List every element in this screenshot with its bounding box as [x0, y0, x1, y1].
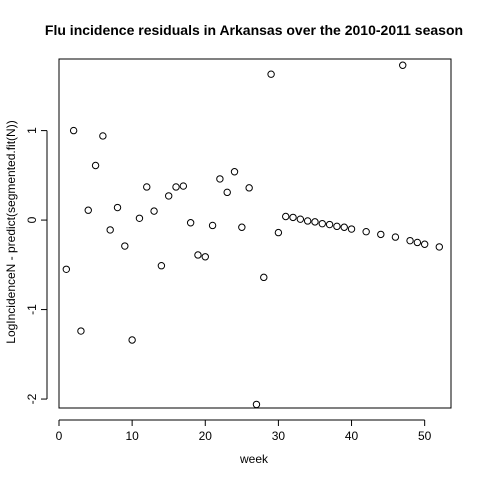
data-point: [121, 242, 129, 250]
data-point: [340, 223, 348, 231]
x-axis-label: week: [239, 452, 269, 466]
data-point: [296, 215, 305, 223]
x-tick-label: 10: [125, 429, 139, 443]
data-point: [333, 222, 341, 231]
y-axis-label: LogIncidenceN - predict(segmented.fit(N)…: [4, 120, 18, 343]
data-point: [84, 206, 92, 214]
data-point: [347, 225, 356, 233]
data-point: [413, 238, 422, 247]
data-point: [377, 230, 385, 239]
data-point: [260, 273, 268, 282]
data-points: [62, 61, 443, 409]
data-point: [106, 226, 114, 234]
data-point: [201, 253, 209, 261]
data-point: [143, 183, 151, 191]
data-point: [391, 233, 400, 241]
y-axis: -2 -1 0 1: [25, 127, 48, 404]
data-point: [186, 219, 195, 227]
x-tick-label: 50: [418, 429, 432, 443]
data-point: [157, 262, 166, 270]
data-point: [62, 265, 71, 273]
data-point: [318, 219, 326, 228]
data-point: [216, 175, 224, 183]
data-point: [238, 223, 246, 231]
data-point: [245, 184, 253, 192]
data-point: [311, 218, 319, 226]
data-point: [179, 182, 188, 190]
data-point: [150, 207, 158, 215]
data-point: [135, 214, 144, 222]
data-point: [303, 217, 312, 225]
y-tick-label: 0: [25, 216, 39, 223]
data-point: [274, 228, 283, 237]
data-point: [252, 400, 261, 409]
data-point: [267, 70, 275, 78]
plot-frame: [58, 58, 452, 409]
chart-title: Flu incidence residuals in Arkansas over…: [45, 22, 463, 38]
x-tick-label: 40: [345, 429, 359, 443]
data-point: [208, 221, 217, 230]
data-point: [99, 132, 107, 140]
data-point: [289, 213, 297, 222]
data-point: [435, 243, 443, 251]
data-point: [362, 228, 370, 236]
x-tick-label: 0: [56, 429, 63, 443]
x-tick-label: 20: [199, 429, 213, 443]
data-point: [69, 126, 78, 135]
data-point: [172, 183, 180, 191]
x-axis: 0 10 20 30 40 50: [56, 419, 432, 443]
data-point: [223, 188, 231, 197]
data-point: [230, 168, 239, 176]
data-point: [420, 240, 429, 248]
data-point: [113, 203, 122, 212]
data-point: [128, 336, 136, 344]
x-tick-label: 30: [272, 429, 286, 443]
data-point: [91, 161, 100, 170]
data-point: [165, 192, 173, 200]
data-point: [194, 251, 202, 259]
data-point: [406, 236, 414, 245]
data-point: [325, 220, 334, 229]
y-tick-label: 1: [25, 127, 39, 134]
data-point: [399, 61, 407, 69]
data-point: [282, 212, 290, 221]
y-tick-label: -2: [25, 393, 39, 404]
data-point: [77, 327, 85, 335]
y-tick-label: -1: [25, 304, 39, 315]
